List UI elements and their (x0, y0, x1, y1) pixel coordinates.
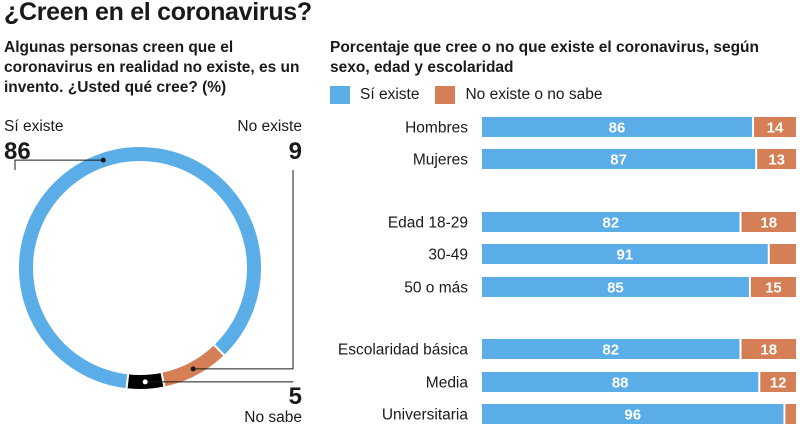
bar-si-universitaria (482, 404, 784, 424)
bar-si-escolaridad-b-sica (482, 339, 740, 359)
bar-si-hombres (482, 117, 753, 137)
bar-no-50-o-m-s (750, 277, 796, 297)
value-label-no-hombres: 14 (767, 120, 784, 137)
value-label-no-escolaridad-b-sica: 18 (760, 342, 777, 359)
bar-si-50-o-m-s (482, 277, 749, 297)
bars-subtitle: Porcentaje que cree o no que existe el c… (330, 39, 759, 76)
category-label-mujeres: Mujeres (413, 152, 468, 169)
category-label-media: Media (426, 375, 469, 392)
category-label-edad-18-29: Edad 18-29 (388, 215, 468, 232)
donut-question: Algunas personas creen que el coronaviru… (4, 39, 300, 96)
bar-no-hombres (754, 117, 796, 137)
legend: Sí existe No existe o no sabe (330, 84, 618, 106)
bar-no-universitaria (785, 404, 796, 424)
value-label-si-media: 88 (612, 375, 629, 392)
legend-label-no: No existe o no sabe (465, 86, 603, 103)
category-label-escolaridad-b-sica: Escolaridad básica (338, 342, 468, 359)
value-label-si-escolaridad-b-sica: 82 (602, 342, 619, 359)
value-label-si-mujeres: 87 (610, 152, 627, 169)
bar-no-media (760, 372, 796, 392)
leader-dot-no (190, 366, 196, 372)
category-label-universitaria: Universitaria (382, 407, 469, 424)
bar-si-mujeres (482, 149, 756, 169)
donut-value-ns: 5 (288, 383, 302, 410)
bar-si-edad-18-29 (482, 212, 740, 232)
category-label-50-o-m-s: 50 o más (404, 280, 468, 297)
value-label-no-media: 12 (770, 375, 787, 392)
bar-no-mujeres (757, 149, 796, 169)
donut-slice-si (17, 145, 263, 391)
value-label-si-edad-18-29: 82 (602, 215, 619, 232)
donut-label-ns: No sabe (244, 409, 302, 426)
bar-no-edad-18-29 (741, 212, 796, 232)
value-label-si-50-o-m-s: 85 (607, 280, 624, 297)
donut-label-no: No existe (237, 118, 302, 135)
category-label-hombres: Hombres (405, 120, 468, 137)
leader-dot-ns (142, 379, 148, 385)
leader-line-no (193, 170, 294, 370)
bar-no-escolaridad-b-sica (741, 339, 796, 359)
legend-swatch-no (435, 86, 456, 104)
value-label-si-30-49: 91 (617, 247, 634, 264)
value-label-no-50-o-m-s: 15 (765, 280, 782, 297)
legend-label-si: Sí existe (360, 86, 420, 103)
leader-line-si (14, 159, 104, 170)
legend-item-si: Sí existe (330, 86, 419, 104)
donut-value-no: 9 (288, 138, 302, 165)
bar-no-30-49 (769, 244, 796, 264)
legend-swatch-si (330, 86, 350, 104)
value-label-no-mujeres: 13 (768, 152, 785, 169)
value-label-si-universitaria: 96 (624, 407, 641, 424)
leader-dot-si (100, 157, 106, 163)
value-label-si-hombres: 86 (609, 120, 626, 137)
donut-slice-no (160, 342, 227, 389)
category-label-30-49: 30-49 (428, 247, 468, 264)
bar-si-30-49 (482, 244, 768, 264)
legend-item-no: No existe o no sabe (435, 86, 602, 104)
page-title: ¿Creen en el coronavirus? (4, 0, 312, 26)
value-label-no-edad-18-29: 18 (760, 215, 777, 232)
bar-si-media (482, 372, 759, 392)
donut-label-si: Sí existe (4, 118, 64, 135)
